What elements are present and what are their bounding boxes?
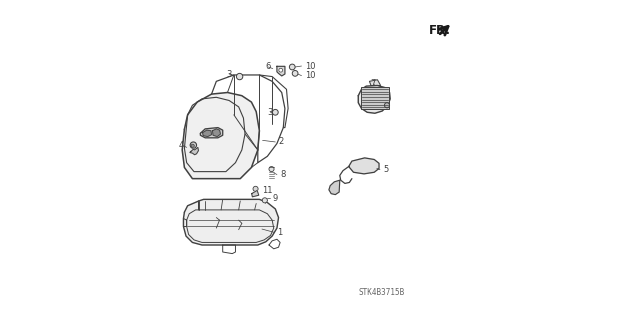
Polygon shape [252,190,259,197]
Circle shape [236,73,243,80]
Circle shape [253,186,258,191]
Text: 6: 6 [265,63,271,71]
Text: STK4B3715B: STK4B3715B [358,288,404,297]
Text: FR.: FR. [428,24,451,37]
Circle shape [273,109,278,115]
Text: 5: 5 [383,165,388,174]
Circle shape [262,198,268,203]
Circle shape [191,144,195,147]
Text: 4: 4 [179,141,184,150]
Polygon shape [369,80,381,85]
Bar [361,87,389,109]
Polygon shape [200,128,223,138]
Circle shape [292,70,298,76]
Text: 11: 11 [262,186,273,195]
Text: 3: 3 [226,70,231,78]
Text: 7: 7 [371,79,376,88]
Polygon shape [212,129,220,137]
Circle shape [190,142,196,148]
Circle shape [269,167,274,172]
Text: 9: 9 [273,194,278,203]
Circle shape [279,68,283,72]
Polygon shape [182,93,259,179]
Text: 8: 8 [280,170,285,179]
Polygon shape [190,147,198,155]
Text: 10: 10 [305,71,315,80]
Text: 3: 3 [267,108,273,117]
Text: 1: 1 [277,228,282,237]
Polygon shape [349,158,379,174]
Polygon shape [329,180,340,195]
Circle shape [289,64,295,70]
Polygon shape [277,66,285,76]
Polygon shape [184,199,278,245]
Polygon shape [358,85,390,113]
Text: 10: 10 [305,62,315,70]
Text: 2: 2 [278,137,284,146]
Circle shape [385,103,390,108]
Polygon shape [203,130,212,137]
